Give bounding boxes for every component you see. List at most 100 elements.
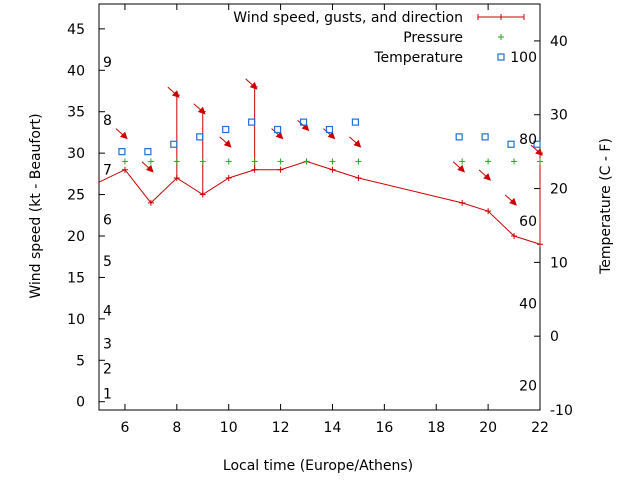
x-tick-label: 16 [375,420,393,436]
wind-direction-arrow [504,194,517,206]
arrow-head [483,173,491,181]
x-tick-label: 10 [220,420,238,436]
y-tick-label: 15 [67,270,85,286]
x-tick-label: 6 [120,420,129,436]
arrow-head [275,131,284,140]
temperature-point [533,140,541,148]
y-tick-label: 10 [67,312,85,328]
legend-label-pressure: Pressure [403,30,463,46]
fahrenheit-label: 20 [519,379,537,395]
x-tick-label: 20 [479,420,497,436]
legend-swatch-pressure [498,34,504,40]
temperature-point [325,125,334,134]
temperature-point [507,140,515,148]
legend-label-wind: Wind speed, gusts, and direction [233,10,463,26]
temperature-point [455,133,463,141]
arrow-head [509,197,517,206]
wind-point [355,175,362,181]
wind-direction-arrow [193,103,206,115]
y2-axis-label: Temperature (C - F) [598,138,614,275]
pressure-point [199,158,206,165]
wind-direction-arrow [271,128,284,140]
y-tick-label: 20 [67,229,85,245]
fahrenheit-label: 80 [519,132,537,148]
y-tick-label: 25 [67,188,85,204]
temperature-point [170,140,178,148]
wind-point [277,166,284,173]
arrow-head [249,81,258,90]
labels-group: 6 8 10 12 14 16 18 20 22051015202530354045-10010… [67,22,573,436]
legend: Wind speed, gusts, and direction Pressure… [233,10,525,66]
wind-point [485,208,492,215]
pressure-point [173,158,180,165]
temperature-point [299,118,308,126]
fahrenheit-label: 100 [510,50,537,66]
y-tick-label: 30 [67,146,85,162]
legend-label-temperature: Temperature [373,50,463,66]
beaufort-label: 9 [103,55,112,71]
pressure-point [459,158,466,165]
temperature-point [118,148,126,156]
beaufort-label: 5 [103,254,112,270]
wind-point [511,233,518,239]
pressure-point [225,158,232,165]
wind-direction-arrow [530,144,543,156]
arrow-head [301,123,310,132]
wind-point [329,166,336,173]
temperature-point [351,118,360,126]
wind-speed-line [98,160,541,245]
x-axis-label: Local time (Europe/Athens) [223,458,413,474]
arrow-head [145,164,154,173]
temperature-point [222,125,230,134]
pressure-point [511,158,518,165]
y2-tick-label: 30 [550,108,568,124]
pressure-point [355,158,362,165]
temperature-point [196,133,204,141]
wind-point [147,199,154,206]
y-tick-label: 45 [67,22,85,38]
arrow-head [353,139,362,148]
x-tick-label: 18 [427,420,445,436]
pressure-point [251,158,258,165]
wind-point [225,175,232,181]
y2-tick-label: 20 [550,182,568,198]
pressure-point [303,158,310,165]
arrow-head [171,90,180,98]
beaufort-label: 7 [103,163,112,179]
x-tick-label: 22 [531,420,549,436]
pressure-point [329,158,336,165]
y-tick-label: 5 [76,353,85,369]
wind-direction-arrow [141,161,154,173]
pressure-point [537,158,543,165]
wind-direction-arrow [245,78,258,90]
pressure-point [147,158,154,165]
arrow-head [457,164,465,173]
beaufort-label: 2 [103,362,112,378]
temperature-point [481,133,489,141]
y-tick-label: 40 [67,63,85,79]
legend-swatch-temperature [497,53,505,61]
wind-direction-arrow [297,119,310,132]
arrow-head [120,131,128,140]
pressure-point [485,158,492,165]
x-tick-label: 12 [272,420,290,436]
temperature-point [144,148,152,156]
x-tick-label: 14 [324,420,342,436]
fahrenheit-label: 40 [519,297,537,313]
y2-tick-label: 40 [550,34,568,50]
y-axis-label: Wind speed (kt - Beaufort) [28,113,44,298]
pressure-point [121,158,128,165]
pressure-point [277,158,284,165]
temperature-point [273,125,282,134]
temperature-point [248,118,256,126]
x-tick-label: 8 [172,420,181,436]
wind-direction-arrow [167,86,180,98]
y2-tick-label: 0 [550,329,559,345]
arrow-head [223,139,232,148]
fahrenheit-label: 60 [519,214,537,230]
arrow-head [535,148,543,156]
wind-direction-arrow [349,136,362,148]
beaufort-label: 8 [103,113,112,129]
wind-point [459,199,466,206]
